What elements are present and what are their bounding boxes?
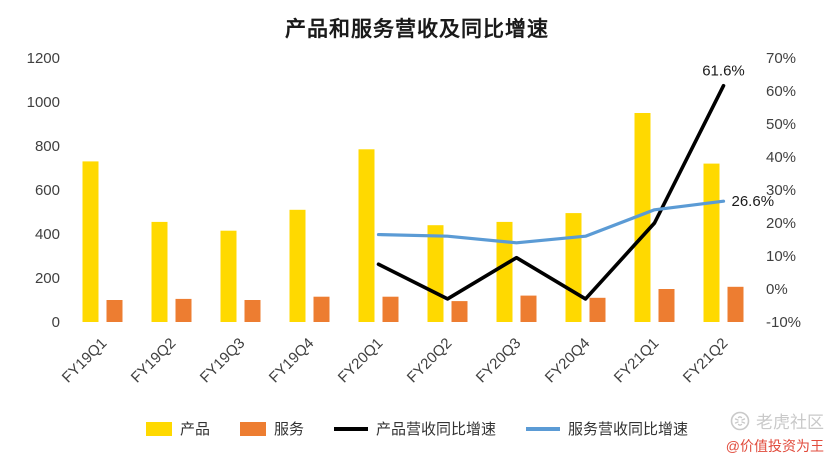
legend-label: 服务 [273,421,304,438]
bar-服务-FY20Q4 [589,297,606,322]
right-axis-tick: 60% [766,83,796,100]
bar-服务-FY21Q2 [727,286,744,322]
bar-产品-FY20Q4 [565,213,582,322]
right-axis-tick: 30% [766,182,796,199]
legend-label: 产品 [179,421,210,438]
right-axis-tick: 0% [766,281,788,298]
bar-产品-FY19Q1 [82,161,99,322]
bar-产品-FY20Q3 [496,221,513,322]
right-axis-tick: 20% [766,215,796,232]
bar-服务-FY19Q3 [244,300,261,322]
right-axis-tick: 40% [766,149,796,166]
left-axis-tick: 1200 [27,50,60,67]
left-axis-tick: 600 [35,182,60,199]
watermark-community-label: 老虎社区 [756,413,824,432]
line-产品营收同比增速 [376,83,726,301]
left-axis-tick: 400 [35,226,60,243]
bar-服务-FY20Q1 [382,296,399,322]
left-axis-tick: 1000 [27,94,60,111]
x-axis-label: FY19Q2 [128,335,180,387]
watermark: 老虎社区 @价值投资为王 [726,408,824,456]
legend-item-2: 产品营收同比增速 [334,418,496,439]
legend-item-3: 服务营收同比增速 [526,418,688,439]
left-axis-tick: 200 [35,270,60,287]
legend-label: 服务营收同比增速 [568,421,689,438]
bar-服务-FY20Q3 [520,295,537,322]
legend-line-marker [334,426,368,431]
chart-legend: 产品 服务 产品营收同比增速 服务营收同比增速 [0,418,834,439]
x-axis-label: FY21Q1 [611,335,663,387]
left-axis-tick: 0 [52,314,60,331]
x-axis-label: FY20Q1 [335,335,387,387]
legend-item-1: 服务 [239,418,304,439]
x-axis-label: FY19Q3 [197,335,249,387]
x-axis-label: FY19Q4 [266,335,318,387]
x-axis-label: FY20Q2 [404,335,456,387]
x-axis-label: FY20Q4 [542,335,594,387]
bar-服务-FY19Q2 [175,298,192,322]
tiger-logo-icon [730,411,750,430]
right-axis-tick: -10% [766,314,801,331]
chart-title: 产品和服务营收及同比增速 [285,18,549,41]
bar-服务-FY21Q1 [658,289,675,322]
bar-产品-FY19Q3 [220,230,237,322]
bar-服务-FY19Q4 [313,296,330,322]
right-axis-tick: 50% [766,116,796,133]
data-label-产品营收同比增速: 61.6% [702,63,745,80]
right-axis-tick: 10% [766,248,796,265]
combo-chart-canvas: 0 200 400 600 800 1000 1200 -10% 0% 10% 20% 30% 40% 5… [27,50,801,387]
legend-color-swatch [239,421,266,436]
bar-产品-FY19Q4 [289,209,306,322]
left-axis-tick: 800 [35,138,60,155]
x-axis-label: FY19Q1 [59,335,111,387]
watermark-community-row: 老虎社区 [726,408,824,433]
bar-服务-FY19Q1 [106,300,123,322]
bar-产品-FY19Q2 [151,221,168,322]
watermark-author-label: @价值投资为王 [725,438,824,454]
bar-产品-FY20Q1 [358,149,375,322]
bar-产品-FY21Q1 [634,113,651,322]
data-label-服务营收同比增速: 26.6% [732,193,775,210]
line-服务营收同比增速 [376,199,726,245]
right-axis-tick: 70% [766,50,796,67]
legend-label: 产品营收同比增速 [376,421,497,438]
x-axis-label: FY21Q2 [680,335,732,387]
bar-服务-FY20Q2 [451,301,468,322]
legend-color-swatch [145,421,172,436]
x-axis-label: FY20Q3 [473,335,525,387]
bar-产品-FY21Q2 [703,163,720,322]
legend-item-0: 产品 [145,418,210,439]
bar-产品-FY20Q2 [427,225,444,322]
legend-line-marker [526,426,561,431]
